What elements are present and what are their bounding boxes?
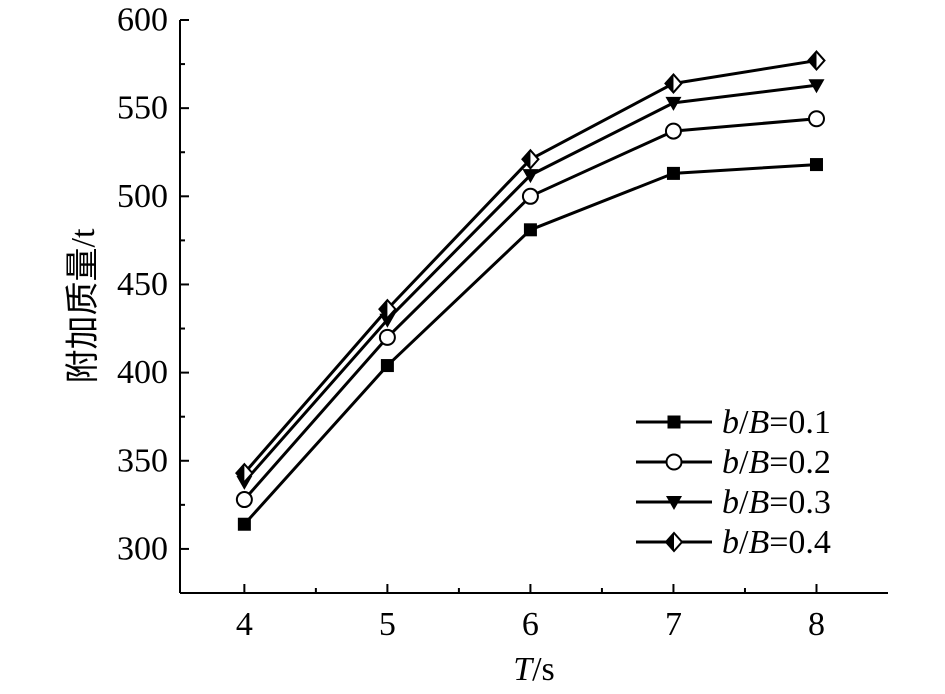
legend-marker [664,531,684,553]
y-tick-label: 400 [117,354,168,391]
data-point [235,462,254,484]
legend-label: b/B=0.3 [722,484,831,521]
legend-item: b/B=0.2 [636,444,831,481]
series-1 [237,158,823,531]
legend-item: b/B=0.3 [636,484,831,521]
x-axis-title: T/s [513,651,555,688]
series-2 [235,110,825,509]
legend-marker [666,496,682,510]
data-point [522,169,539,184]
data-point [235,491,253,509]
data-point [380,359,394,373]
y-tick-label: 600 [117,2,168,39]
y-tick-label: 300 [117,530,168,567]
series-3 [236,79,825,490]
y-tick-label: 450 [117,266,168,303]
x-tick-label: 6 [522,606,539,643]
data-point [378,298,397,320]
tick-labels: 300 350 400 450 500 550 600 4 5 6 7 8 [117,2,825,644]
data-point [807,110,825,128]
legend-label: b/B=0.1 [722,404,831,441]
series-group [235,50,826,531]
x-tick-label: 5 [379,606,396,643]
x-tick-label: 7 [665,606,682,643]
x-tick-label: 4 [236,606,253,643]
data-point [237,517,251,531]
y-tick-label: 350 [117,442,168,479]
y-tick-label: 550 [117,90,168,127]
x-axis-var: T [513,651,534,688]
y-tick-label: 500 [117,178,168,215]
legend: b/B=0.1b/B=0.2b/B=0.3b/B=0.4 [636,404,831,561]
data-point [809,158,823,172]
x-axis-unit: /s [532,651,555,688]
legend-label: b/B=0.2 [722,444,831,481]
data-point [665,96,682,111]
legend-item: b/B=0.4 [636,524,831,561]
data-point [808,79,825,94]
data-point [378,328,396,346]
axes [179,20,888,594]
data-point [379,313,396,328]
legend-item: b/B=0.1 [636,404,831,441]
x-tick-label: 8 [808,606,825,643]
data-point [523,223,537,237]
legend-label: b/B=0.4 [722,524,831,561]
legend-marker [667,415,681,429]
data-point [666,166,680,180]
y-axis-title: 附加质量/t [65,228,102,383]
data-point [521,148,540,170]
data-point [664,72,683,94]
series-4 [235,50,826,484]
legend-marker [665,453,683,471]
data-point [521,187,539,205]
data-point [807,50,826,72]
tick-marks [180,19,818,593]
data-point [664,122,682,140]
